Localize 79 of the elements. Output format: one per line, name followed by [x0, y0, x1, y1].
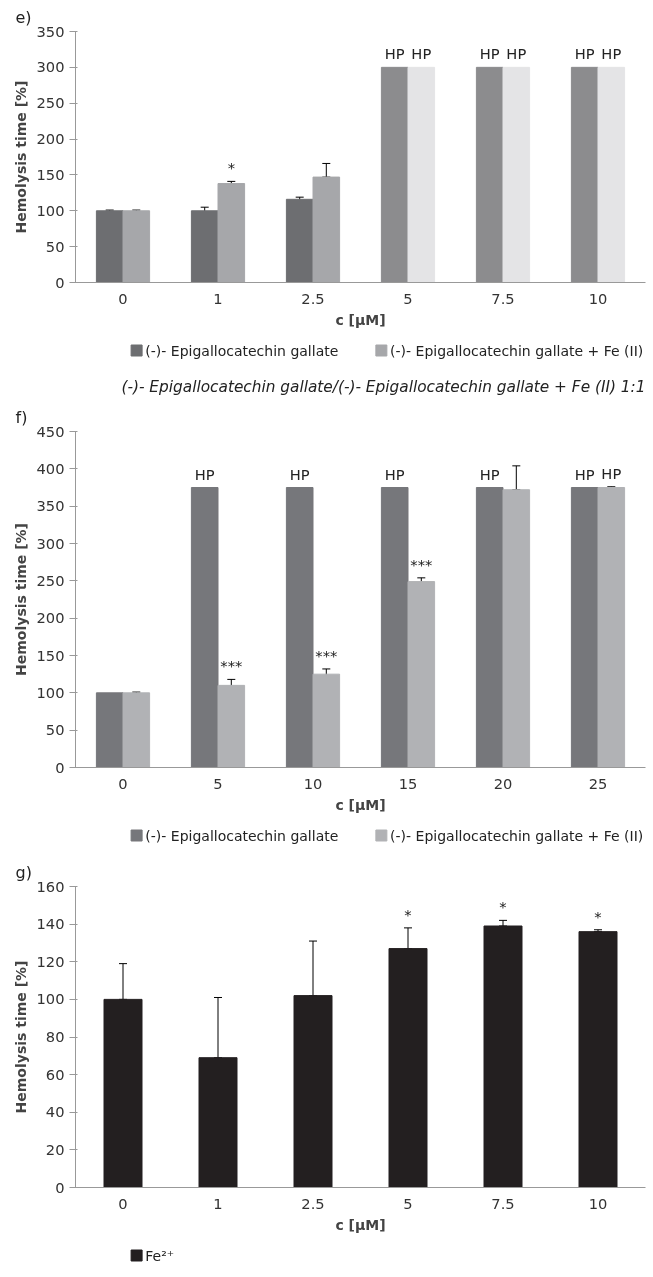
x-tick-label: 0 [118, 1194, 128, 1212]
y-tick-label: 350 [36, 22, 65, 40]
y-tick-label: 140 [36, 915, 65, 933]
data-label: HP [289, 465, 310, 483]
y-tick-label: 80 [45, 1028, 65, 1045]
x-tick-label: 5 [403, 1194, 413, 1212]
y-tick-label: 60 [45, 1065, 65, 1083]
y-tick-label: 50 [45, 237, 65, 255]
legend-label: (-)- Epigallocatechin gallate + Fe (II) [390, 342, 644, 359]
y-tick-label: 50 [45, 721, 65, 739]
y-tick-label: 0 [55, 273, 65, 291]
y-axis-title: Hemolysis time [%] [12, 523, 29, 676]
text: g) [15, 862, 32, 882]
x-tick-label: 15 [398, 774, 418, 792]
y-tick-label: 120 [36, 952, 65, 970]
x-tick-label: 0 [118, 774, 128, 792]
data-label: HP [574, 45, 595, 63]
y-tick-label: 200 [36, 609, 65, 627]
y-tick-label: 350 [36, 497, 65, 515]
y-tick-label: 100 [36, 683, 65, 701]
y-tick-label: 100 [36, 201, 65, 219]
y-tick-label: 250 [36, 94, 65, 112]
x-tick-label: 5 [213, 774, 223, 792]
x-tick-label: 1 [213, 1194, 223, 1212]
data-label: HP [601, 45, 622, 63]
data-label: HP [601, 464, 622, 482]
legend-label: (-)- Epigallocatechin gallate [145, 342, 339, 359]
data-label: HP [479, 45, 500, 63]
y-tick-label: 20 [45, 1140, 65, 1158]
data-label: *** [315, 646, 338, 664]
y-axis-title: Hemolysis time [%] [12, 960, 29, 1114]
data-label: HP [384, 465, 405, 483]
data-label: * [499, 898, 507, 916]
y-tick-label: 160 [36, 877, 65, 895]
x-tick-label: 2.5 [301, 289, 325, 307]
data-label: HP [194, 465, 215, 483]
text: f) [15, 407, 28, 427]
legend-label: Fe²⁺ [145, 1247, 175, 1264]
data-label: *** [410, 555, 433, 573]
x-tick-label: 2.5 [301, 1194, 325, 1212]
x-tick-label: 10 [588, 1194, 608, 1212]
legend-label: (-)- Epigallocatechin gallate [145, 827, 339, 844]
data-label: HP [384, 45, 405, 63]
y-tick-label: 100 [36, 990, 65, 1008]
y-tick-label: 150 [36, 165, 65, 183]
data-label: * [227, 159, 235, 177]
data-label: HP [506, 45, 527, 63]
text: e) [15, 7, 32, 27]
data-label: * [404, 905, 412, 923]
data-label: HP [574, 465, 595, 483]
y-tick-label: 150 [36, 646, 65, 664]
data-label: * [594, 907, 602, 925]
y-tick-label: 0 [55, 1178, 65, 1196]
y-tick-label: 200 [36, 130, 65, 148]
y-tick-label: 250 [36, 571, 65, 589]
data-label: HP [479, 465, 500, 483]
x-tick-label: 5 [403, 289, 413, 307]
legend-label: (-)- Epigallocatechin gallate + Fe (II) [390, 827, 644, 844]
x-tick-label: 7.5 [491, 1194, 515, 1212]
y-axis-title: Hemolysis time [%] [12, 80, 29, 234]
x-axis-title: c [µM] [335, 1216, 386, 1233]
y-tick-label: 400 [36, 459, 65, 477]
data-label: *** [220, 657, 243, 675]
x-tick-label: 7.5 [491, 289, 515, 307]
y-tick-label: 0 [55, 758, 65, 776]
x-tick-label: 10 [303, 774, 323, 792]
x-tick-label: 20 [493, 774, 513, 792]
x-tick-label: 1 [213, 289, 223, 307]
x-axis-title: c [µM] [335, 796, 386, 813]
y-tick-label: 450 [36, 422, 65, 440]
x-tick-label: 25 [588, 774, 608, 792]
chart-title: (-)- Epigallocatechin gallate/(-)- Epigallocatechin gallate + Fe (II) 1:1 [121, 377, 646, 396]
data-label: HP [411, 45, 432, 63]
x-tick-label: 0 [118, 289, 128, 307]
y-tick-label: 300 [36, 58, 65, 76]
y-tick-label: 40 [45, 1103, 65, 1121]
x-tick-label: 10 [588, 289, 608, 307]
x-axis-title: c [µM] [335, 311, 386, 328]
y-tick-label: 300 [36, 534, 65, 552]
